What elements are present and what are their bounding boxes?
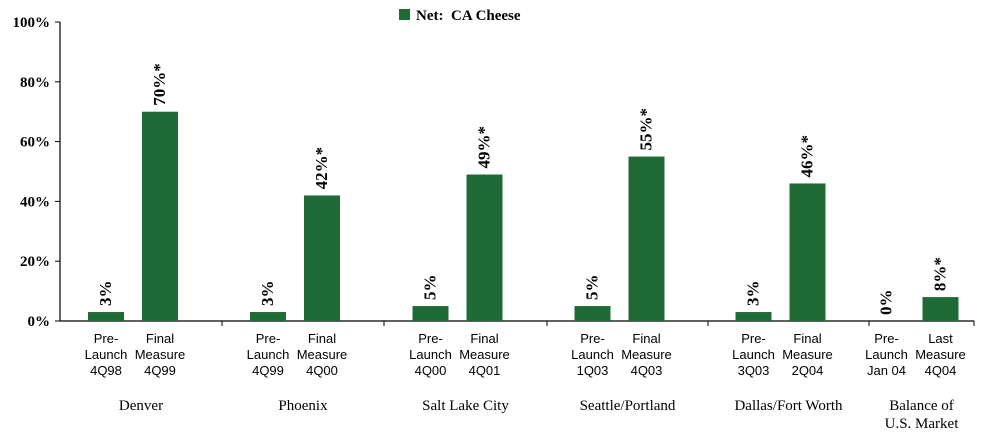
bar-category-label: Launch	[247, 347, 290, 362]
bar-category-label: Pre-	[874, 331, 899, 346]
bar-category-label: 3Q03	[738, 363, 770, 378]
bar-category-label: 4Q99	[144, 363, 176, 378]
group-label: Salt Lake City	[422, 398, 509, 414]
bar-category-label: 4Q03	[631, 363, 663, 378]
bar-category-label: Final	[632, 331, 660, 346]
y-tick-label: 60%	[20, 135, 50, 151]
bar	[628, 156, 665, 321]
bar-category-label: Launch	[865, 347, 908, 362]
value-label: 3%	[96, 281, 115, 307]
bar-category-label: 4Q04	[925, 363, 957, 378]
group-label: Seattle/Portland	[580, 398, 676, 414]
bar-category-label: Measure	[297, 347, 348, 362]
bar-category-label: Measure	[782, 347, 833, 362]
y-tick-label: 80%	[20, 75, 50, 91]
bar	[466, 174, 503, 321]
bar-category-label: 4Q00	[306, 363, 338, 378]
group-label: U.S. Market	[885, 416, 960, 432]
value-label: 3%	[744, 281, 763, 307]
bar-category-label: Pre-	[256, 331, 281, 346]
bar-category-label: Pre-	[580, 331, 605, 346]
bar-category-label: Launch	[85, 347, 128, 362]
bar	[735, 312, 772, 321]
bar-category-label: 4Q01	[469, 363, 501, 378]
bar	[922, 297, 959, 321]
bar-category-label: 4Q99	[252, 363, 284, 378]
value-label: 70%*	[150, 63, 169, 106]
value-label: 5%	[421, 275, 440, 301]
bar	[250, 312, 286, 321]
bar-category-label: Measure	[135, 347, 186, 362]
value-label: 55%*	[637, 108, 656, 151]
bar-category-label: Launch	[732, 347, 775, 362]
bar-category-label: Pre-	[94, 331, 119, 346]
bar-category-label: 4Q98	[90, 363, 122, 378]
value-label: 8%*	[931, 257, 950, 291]
value-label: 42%*	[312, 147, 331, 190]
bar-category-label: Measure	[915, 347, 966, 362]
bar-category-label: Jan 04	[867, 363, 906, 378]
bar-category-label: Measure	[459, 347, 510, 362]
bar-category-label: Final	[308, 331, 336, 346]
y-tick-label: 100%	[13, 15, 51, 31]
bar-category-label: 4Q00	[415, 363, 447, 378]
value-label: 49%*	[475, 126, 494, 169]
y-tick-label: 40%	[20, 194, 50, 210]
y-tick-label: 20%	[20, 254, 50, 270]
y-tick-label: 0%	[28, 314, 51, 330]
bar-category-label: Launch	[409, 347, 452, 362]
bar-category-label: Measure	[621, 347, 672, 362]
bar-category-label: Final	[146, 331, 174, 346]
value-label: 5%	[583, 275, 602, 301]
bar-category-label: Last	[928, 331, 953, 346]
bar-category-label: 2Q04	[792, 363, 824, 378]
bar	[574, 306, 611, 321]
group-label: Denver	[119, 398, 163, 414]
bar	[789, 183, 826, 321]
bar	[412, 306, 449, 321]
bar	[142, 111, 178, 321]
group-label: Balance of	[889, 398, 954, 414]
value-label: 3%	[258, 281, 277, 307]
bar-category-label: Pre-	[741, 331, 766, 346]
legend: Net: CA Cheese	[399, 8, 521, 24]
value-label: 0%	[877, 290, 896, 316]
labels: 3%Pre-Launch4Q9870%*FinalMeasure4Q99Denv…	[85, 63, 966, 432]
value-label: 46%*	[798, 135, 817, 178]
legend-label: Net: CA Cheese	[416, 8, 521, 24]
legend-swatch	[399, 9, 410, 20]
group-label: Dallas/Fort Worth	[734, 398, 843, 414]
bar-category-label: Final	[793, 331, 821, 346]
bar-category-label: Launch	[571, 347, 614, 362]
bars	[88, 111, 959, 321]
bar-category-label: 1Q03	[577, 363, 609, 378]
bar-category-label: Final	[470, 331, 498, 346]
bar	[304, 195, 340, 321]
bar-category-label: Pre-	[418, 331, 443, 346]
group-label: Phoenix	[278, 398, 328, 414]
bar	[88, 312, 124, 321]
